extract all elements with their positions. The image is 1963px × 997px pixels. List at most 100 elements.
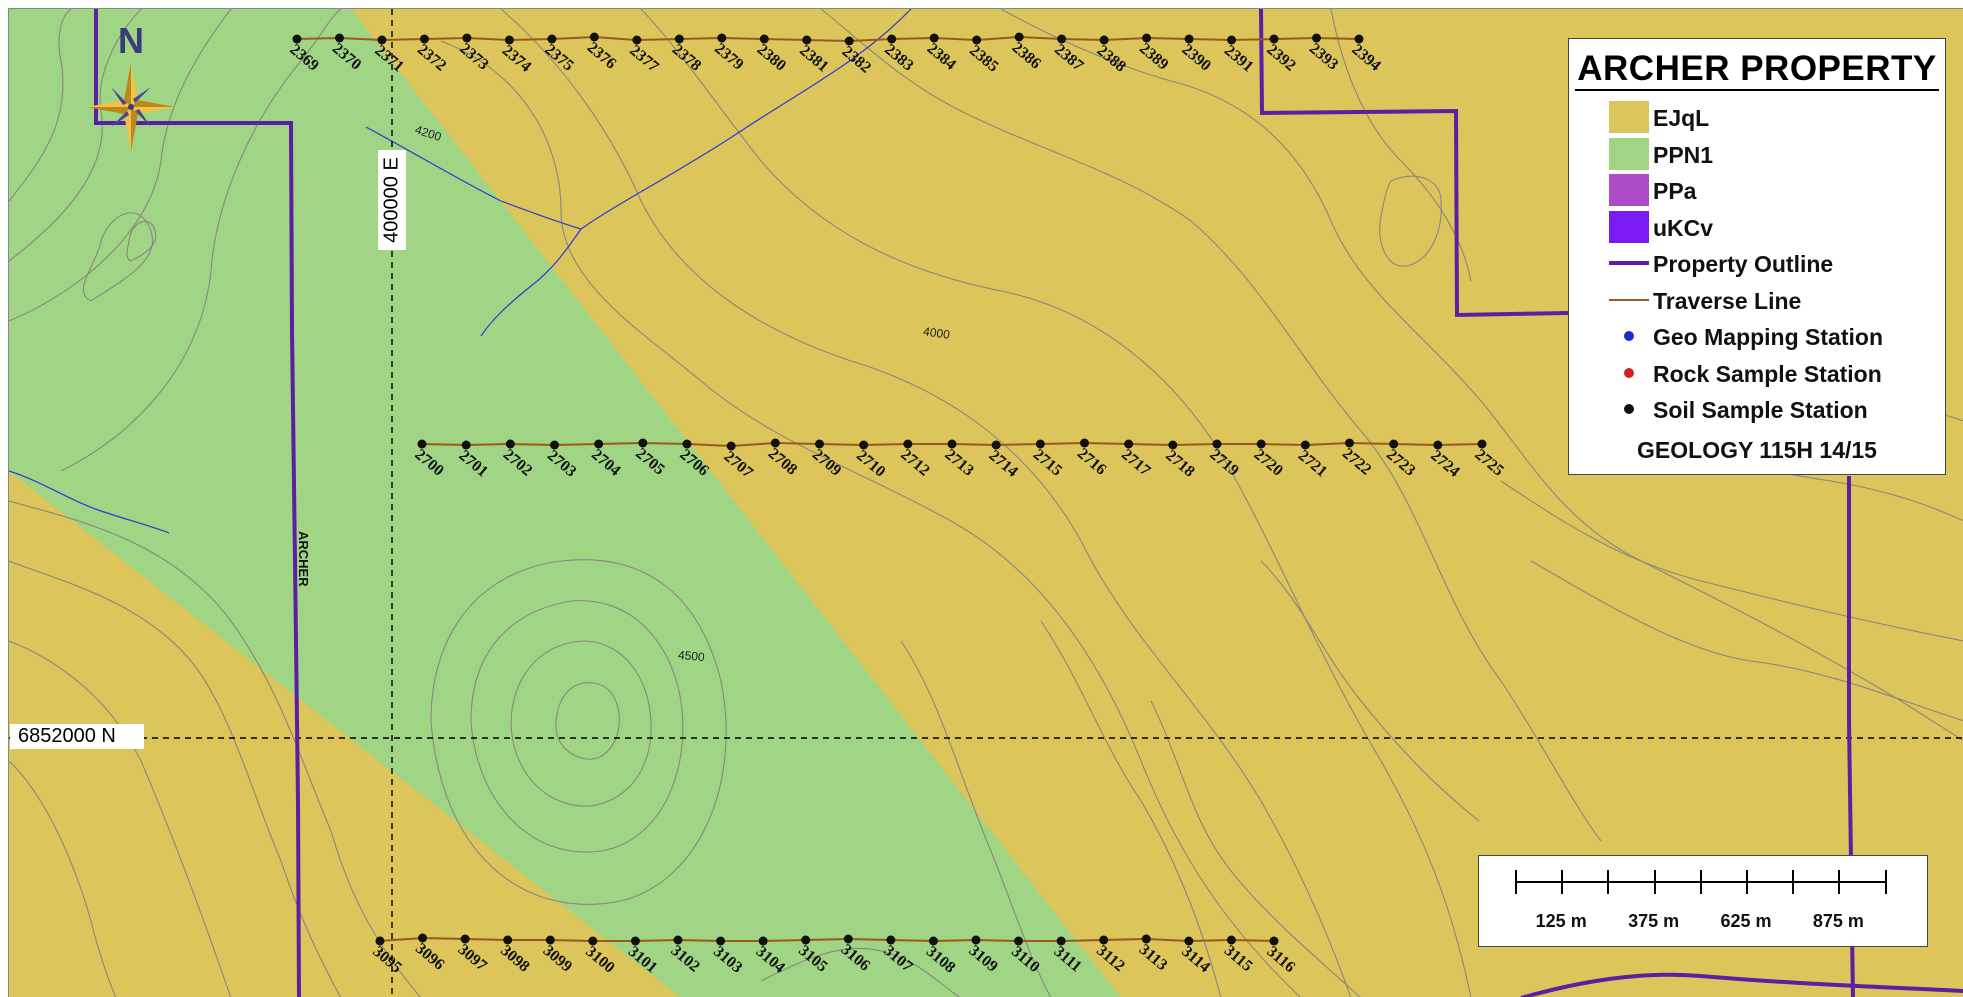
- soil-sample-station[interactable]: [903, 439, 913, 449]
- legend-item-ppa: PPa: [1609, 174, 1939, 206]
- soil-sample-station[interactable]: [503, 935, 513, 945]
- soil-sample-station[interactable]: [1227, 35, 1237, 45]
- soil-sample-station[interactable]: [1256, 439, 1266, 449]
- soil-sample-station[interactable]: [632, 35, 642, 45]
- contour-line: [1000, 9, 1963, 742]
- legend-item-property-outline: Property Outline: [1609, 247, 1939, 279]
- soil-sample-station[interactable]: [1099, 935, 1109, 945]
- contour-line: [1379, 175, 1442, 267]
- soil-sample-station[interactable]: [1312, 33, 1322, 43]
- legend-item-soil-sample-station: Soil Sample Station: [1609, 393, 1939, 425]
- legend-label: Soil Sample Station: [1653, 397, 1868, 423]
- stream-line: [480, 228, 582, 337]
- soil-sample-station[interactable]: [1389, 439, 1399, 449]
- scale-bar: 125 m 375 m 625 m 875 m: [1478, 855, 1928, 947]
- soil-sample-station[interactable]: [292, 34, 302, 44]
- soil-sample-station[interactable]: [461, 440, 471, 450]
- soil-sample-station[interactable]: [991, 440, 1001, 450]
- soil-sample-station[interactable]: [1354, 34, 1364, 44]
- soil-sample-station[interactable]: [1141, 934, 1151, 944]
- soil-sample-station[interactable]: [377, 35, 387, 45]
- soil-sample-station[interactable]: [1099, 35, 1109, 45]
- scale-tick: [1653, 870, 1656, 894]
- soil-sample-station[interactable]: [589, 32, 599, 42]
- soil-sample-station[interactable]: [1014, 936, 1024, 946]
- soil-sample-station[interactable]: [545, 935, 555, 945]
- compass-rose-icon: [87, 63, 175, 151]
- legend-item-ejql: EJqL: [1609, 101, 1939, 133]
- soil-sample-station[interactable]: [594, 439, 604, 449]
- contour-line: [9, 9, 72, 202]
- stream-line: [580, 9, 912, 230]
- soil-sample-station[interactable]: [770, 438, 780, 448]
- soil-sample-station[interactable]: [929, 33, 939, 43]
- soil-sample-station[interactable]: [1226, 935, 1236, 945]
- soil-sample-station[interactable]: [417, 439, 427, 449]
- soil-sample-station[interactable]: [759, 34, 769, 44]
- soil-sample-station[interactable]: [815, 439, 824, 449]
- contour-line: [9, 760, 117, 997]
- soil-sample-station[interactable]: [418, 933, 428, 943]
- soil-sample-station[interactable]: [886, 935, 896, 945]
- soil-sample-station[interactable]: [758, 936, 768, 946]
- soil-sample-station[interactable]: [801, 935, 811, 945]
- soil-sample-station[interactable]: [1300, 440, 1310, 450]
- traverse-line: [296, 35, 1360, 43]
- soil-sample-station[interactable]: [334, 33, 344, 43]
- soil-sample-station[interactable]: [887, 34, 897, 44]
- soil-sample-station[interactable]: [1035, 439, 1045, 449]
- soil-sample-station[interactable]: [462, 33, 472, 43]
- soil-sample-station[interactable]: [844, 36, 854, 46]
- soil-sample-station[interactable]: [460, 934, 470, 944]
- soil-sample-station[interactable]: [717, 33, 727, 43]
- soil-sample-station[interactable]: [1014, 32, 1024, 42]
- soil-sample-station[interactable]: [1080, 438, 1089, 448]
- soil-sample-station[interactable]: [726, 441, 736, 451]
- contour-line: [470, 600, 684, 853]
- soil-sample-station[interactable]: [716, 936, 726, 946]
- soil-sample-station[interactable]: [505, 439, 515, 449]
- scale-label: 125 m: [1535, 911, 1587, 931]
- soil-sample-station[interactable]: [547, 34, 557, 44]
- soil-sample-station[interactable]: [1124, 439, 1134, 449]
- soil-sample-station[interactable]: [630, 936, 640, 946]
- soil-sample-station[interactable]: [550, 440, 559, 450]
- soil-sample-station[interactable]: [843, 934, 853, 944]
- soil-sample-station[interactable]: [1142, 33, 1152, 43]
- legend-title-underline: [1575, 89, 1939, 91]
- legend-symbol: [1624, 331, 1634, 341]
- soil-sample-station[interactable]: [682, 439, 692, 449]
- soil-sample-station[interactable]: [419, 34, 429, 44]
- scale-tick: [1515, 870, 1517, 894]
- legend: ARCHER PROPERTY EJqL PPN1 PPa uKCv Property …: [1568, 38, 1946, 475]
- soil-sample-station[interactable]: [859, 440, 869, 450]
- legend-symbol: [1609, 101, 1649, 133]
- legend-item-rock-sample-station: Rock Sample Station: [1609, 357, 1939, 389]
- soil-sample-station[interactable]: [971, 935, 981, 945]
- soil-sample-station[interactable]: [375, 936, 385, 946]
- soil-sample-station[interactable]: [1212, 439, 1222, 449]
- legend-item-ppn1: PPN1: [1609, 137, 1939, 170]
- soil-sample-station[interactable]: [1477, 439, 1487, 449]
- legend-symbol: [1624, 404, 1634, 414]
- soil-sample-station[interactable]: [504, 35, 514, 45]
- soil-sample-station[interactable]: [1433, 440, 1443, 450]
- soil-sample-station[interactable]: [1269, 34, 1279, 44]
- soil-sample-station[interactable]: [1056, 936, 1066, 946]
- soil-sample-station[interactable]: [1057, 34, 1067, 44]
- soil-sample-station[interactable]: [1168, 440, 1178, 450]
- soil-sample-station[interactable]: [802, 35, 812, 45]
- soil-sample-station[interactable]: [928, 936, 938, 946]
- soil-sample-station[interactable]: [673, 935, 683, 945]
- soil-sample-station[interactable]: [588, 936, 598, 946]
- legend-label: EJqL: [1653, 105, 1710, 131]
- scale-tick: [1884, 870, 1887, 894]
- soil-sample-station[interactable]: [1345, 438, 1354, 448]
- soil-sample-station[interactable]: [947, 439, 957, 449]
- soil-sample-station[interactable]: [638, 438, 648, 448]
- soil-sample-station[interactable]: [1184, 34, 1194, 44]
- soil-sample-station[interactable]: [1269, 936, 1279, 946]
- soil-sample-station[interactable]: [1184, 936, 1194, 946]
- soil-sample-station[interactable]: [972, 35, 982, 45]
- soil-sample-station[interactable]: [674, 34, 684, 44]
